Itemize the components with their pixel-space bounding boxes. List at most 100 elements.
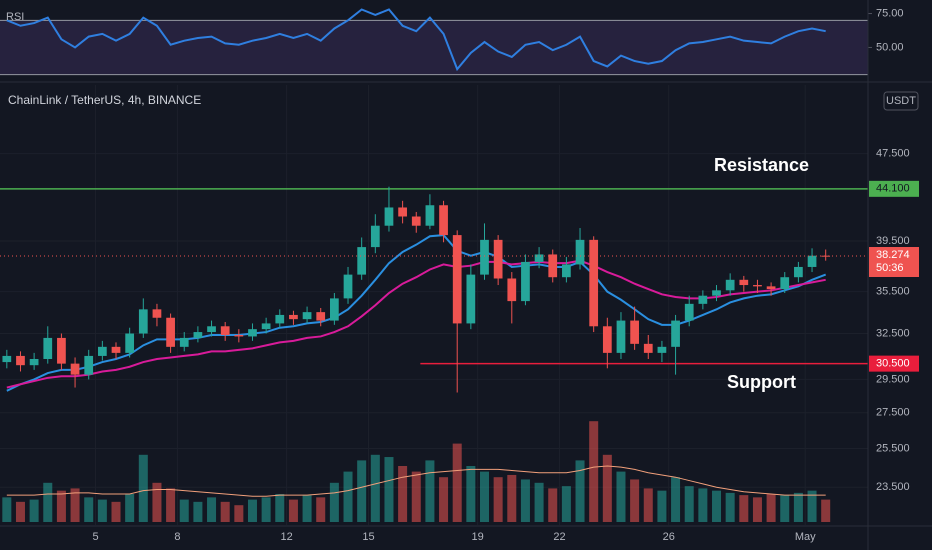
y-tick-label: 25.500 — [876, 442, 910, 454]
candle-body — [2, 355, 12, 363]
x-tick-label: May — [795, 531, 816, 543]
candle-body — [575, 239, 585, 265]
candle-body — [357, 247, 367, 275]
volume-bar — [316, 497, 326, 522]
volume-bar — [739, 495, 749, 522]
candle-body — [794, 266, 803, 278]
volume-bar — [793, 492, 803, 522]
unit-label[interactable]: USDT — [886, 95, 916, 107]
volume-bar — [643, 488, 653, 522]
volume-bar — [288, 499, 298, 522]
candle-body — [548, 254, 558, 278]
volume-bar — [84, 497, 94, 522]
y-tick-label: 23.500 — [876, 481, 910, 493]
candle-body — [589, 239, 599, 327]
x-tick-label: 19 — [472, 531, 484, 543]
volume-bar — [152, 482, 162, 522]
support-annotation: Support — [727, 372, 796, 392]
volume-bar — [343, 471, 353, 522]
volume-bar — [70, 488, 80, 522]
volume-bar — [125, 494, 135, 522]
level-price-label: 44.100 — [876, 183, 910, 195]
candle-body — [534, 254, 544, 262]
volume-bar — [15, 501, 25, 522]
candle-body — [684, 303, 694, 321]
volume-bar — [398, 466, 408, 522]
volume-bar — [507, 474, 517, 522]
candle-body — [220, 326, 230, 335]
candle-body — [193, 332, 203, 338]
volume-bar — [780, 495, 790, 522]
rsi-title: RSI — [6, 11, 24, 23]
x-tick-label: 5 — [92, 531, 98, 543]
volume-bar — [671, 477, 681, 522]
volume-bar — [657, 490, 667, 522]
volume-bar — [534, 482, 544, 522]
candle-body — [657, 346, 667, 353]
candle-body — [16, 355, 25, 366]
candle-body — [452, 235, 462, 324]
volume-bar — [630, 479, 640, 522]
volume-bar — [821, 499, 831, 522]
rsi-tick-label: 50.00 — [876, 41, 904, 53]
volume-bar — [29, 499, 39, 522]
volume-bar — [411, 471, 421, 522]
volume-bar — [752, 497, 762, 522]
rsi-pane — [0, 8, 872, 76]
volume-bar — [166, 488, 176, 522]
x-tick-label: 22 — [553, 531, 565, 543]
x-tick-label: 15 — [362, 531, 374, 543]
candle-body — [289, 314, 298, 320]
candle-body — [179, 337, 189, 347]
volume-bar — [138, 454, 148, 522]
volume-bar — [684, 486, 694, 522]
candle-body — [43, 337, 53, 359]
candle-body — [630, 320, 639, 344]
candle-body — [234, 334, 244, 337]
volume-bar — [247, 499, 257, 522]
y-tick-label: 27.500 — [876, 407, 910, 419]
rsi-tick-label: 75.00 — [876, 7, 904, 19]
candle-body — [780, 277, 790, 290]
candle-body — [84, 355, 94, 375]
last-price-box — [869, 247, 919, 278]
candle-body — [261, 323, 271, 330]
volume-bar — [111, 501, 121, 522]
candle-body — [521, 261, 530, 302]
candle-body — [698, 295, 708, 304]
unit-box[interactable] — [883, 91, 919, 111]
x-tick-label: 8 — [174, 531, 180, 543]
candle-body — [330, 298, 339, 321]
volume-bar — [466, 466, 476, 522]
rsi-band-fill — [0, 20, 868, 75]
volume-bar — [589, 421, 599, 522]
volume-bar — [725, 492, 735, 522]
level-price-box — [869, 180, 919, 197]
candle-body — [562, 264, 571, 278]
volume-bar — [479, 471, 490, 522]
candle-body — [316, 312, 326, 321]
candle-body — [166, 317, 175, 347]
y-tick-label: 39.500 — [876, 235, 910, 247]
y-tick-label: 29.500 — [876, 373, 910, 385]
volume-bar — [302, 495, 312, 522]
volume-bar — [384, 457, 394, 522]
candle-body — [57, 337, 66, 364]
candle-body — [602, 326, 612, 353]
candle-body — [643, 343, 653, 353]
y-tick-label: 35.500 — [876, 286, 910, 298]
volume-ma-line — [6, 465, 826, 497]
volume-bar — [43, 482, 53, 522]
candle-body — [439, 205, 448, 236]
candle-body — [111, 346, 121, 353]
candle-body — [370, 225, 380, 248]
volume-bar — [2, 497, 12, 522]
candle-body — [739, 279, 749, 286]
candle-body — [125, 333, 135, 353]
candle-body — [97, 346, 107, 356]
y-tick-label: 32.500 — [876, 327, 910, 339]
volume-bar — [370, 454, 380, 522]
